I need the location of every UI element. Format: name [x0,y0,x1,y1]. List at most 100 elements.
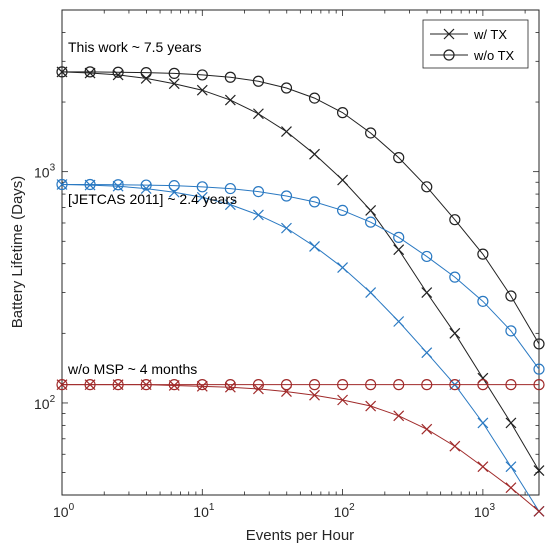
data-point [309,389,320,401]
x-tick-label: 101 [193,502,215,520]
data-point [280,82,293,94]
data-point [252,383,264,395]
data-point [140,179,152,191]
legend-x-marker [443,28,455,40]
y-tick-labels: 102 103 [34,163,56,412]
data-point [224,94,236,106]
data-point [140,379,152,391]
series-3-without-tx [56,178,545,375]
data-point [505,417,517,429]
series-1-without-tx [56,66,545,350]
data-point [309,241,320,252]
data-point [112,180,124,192]
x-tick-label: 102 [334,502,356,520]
data-point [252,75,265,87]
data-point [533,379,545,391]
data-point [449,271,461,283]
series-layer [56,66,545,517]
data-point [308,92,321,104]
data-point [393,152,405,164]
x-tick-label: 100 [53,502,75,520]
data-point [477,461,489,473]
data-point [280,379,293,391]
data-point [393,410,405,422]
data-point [393,379,405,391]
data-point [281,222,292,234]
data-point [252,108,264,120]
data-point [421,347,433,359]
data-point [533,363,545,375]
data-point [224,381,236,393]
data-point [168,379,180,391]
data-point [365,400,377,412]
annotation-this-work: This work ~ 7.5 years [68,39,201,55]
y-tick-label: 102 [34,394,56,412]
data-point [56,379,68,391]
legend-label-with-tx: w/ TX [473,27,507,42]
data-point [505,379,517,391]
data-point [393,316,405,327]
data-point [533,465,545,477]
data-point [56,178,68,191]
data-point [336,107,349,119]
data-point [168,180,180,192]
data-point [196,379,208,391]
data-point [337,394,349,406]
data-point [168,67,180,79]
data-point [421,250,433,263]
data-point [533,505,545,517]
data-point [449,214,461,226]
annotation-wo-msp: w/o MSP ~ 4 months [67,361,197,377]
data-point [224,199,236,211]
data-point [449,440,461,452]
data-point [505,461,517,473]
x-tick-labels: 100 101 102 103 [53,502,495,520]
data-point [477,417,489,429]
data-point [421,287,433,299]
data-point [421,181,433,193]
minor-ticks [62,9,539,496]
annotation-jetcas: [JETCAS 2011] ~ 2.4 years [68,191,237,207]
data-point [196,69,208,81]
legend-o-marker [443,49,455,61]
data-point [112,66,124,78]
data-point [196,181,208,193]
data-point [112,69,124,81]
data-point [477,295,489,307]
data-point [505,290,517,302]
data-point [224,182,236,195]
data-point [365,287,377,299]
data-point [224,71,236,83]
data-point [308,196,321,208]
series-line [61,71,540,471]
data-point [252,186,265,198]
data-point [308,379,321,391]
y-tick-label: 103 [34,163,56,181]
legend: w/ TX w/o TX [422,19,529,69]
series-0-with-tx [56,66,545,477]
legend-label-without-tx: w/o TX [473,48,515,63]
data-point [140,67,152,79]
data-point [252,209,264,221]
data-point [365,204,377,216]
data-point [505,482,517,494]
series-line [61,184,540,512]
data-point [196,191,208,203]
data-point [421,379,433,391]
data-point [336,204,349,217]
data-point [309,148,320,160]
data-point [84,178,96,191]
data-point [533,338,545,350]
data-point [252,379,265,391]
y-axis-label: Battery Lifetime (Days) [9,176,26,329]
series-5-without-tx [56,379,545,391]
data-point [477,379,489,391]
data-point [365,127,377,139]
legend-box [422,19,529,69]
data-point [224,379,236,391]
data-point [393,244,405,256]
data-point [449,379,461,391]
data-point [337,262,349,273]
data-point [56,66,68,78]
